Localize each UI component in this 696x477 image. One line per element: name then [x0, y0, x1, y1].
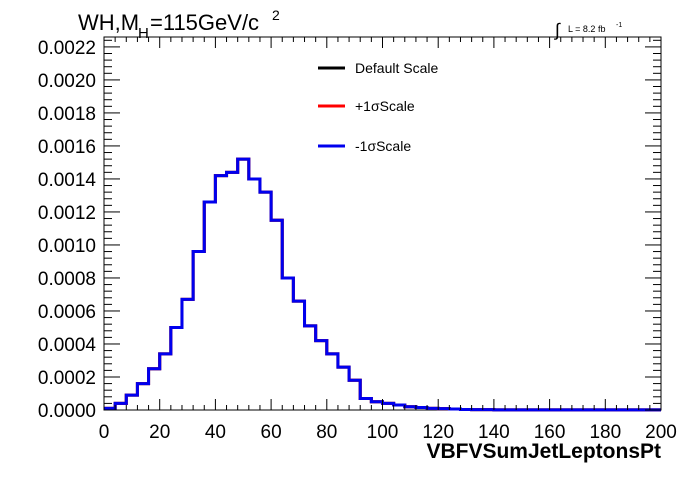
x-tick-label: 120: [422, 422, 454, 443]
legend: Default Scale +1σScale -1σScale: [318, 60, 438, 154]
title-superscript: 2: [272, 7, 280, 23]
plot-frame: [103, 36, 662, 411]
series-line-0: [104, 157, 661, 412]
y-tick-label: 0.0014: [38, 170, 97, 191]
y-tick-label: 0.0018: [38, 104, 96, 125]
x-axis-title: VBFVSumJetLeptonsPt: [426, 440, 661, 463]
y-tick-label: 0.0000: [38, 401, 96, 422]
y-tick-label: 0.0016: [38, 137, 96, 158]
y-tick-label: 0.0020: [38, 71, 96, 92]
y-tick-label: 0.0006: [38, 302, 96, 323]
x-tick-label: 200: [645, 422, 677, 443]
y-tick-label: 0.0010: [38, 236, 96, 257]
y-tick-label: 0.0008: [38, 269, 96, 290]
luminosity-superscript: -1: [616, 22, 622, 29]
y-tick-label: 0.0004: [38, 335, 97, 356]
legend-label: -1σScale: [355, 138, 411, 154]
y-tick-label: 0.0002: [38, 368, 96, 389]
x-tick-label: 60: [261, 422, 282, 443]
x-tick-label: 80: [316, 422, 337, 443]
y-tick-label: 0.0022: [38, 38, 96, 59]
title-rest: =115GeV/c: [150, 10, 259, 35]
luminosity-text: L = 8.2 fb: [568, 24, 605, 34]
x-axis: 0 20 40 60 80 100 120 140 160 180 200: [99, 37, 677, 443]
x-tick-label: 140: [478, 422, 510, 443]
x-tick-label: 40: [205, 422, 226, 443]
series-line-1: [104, 157, 661, 412]
y-axis: 0.0000 0.0002 0.0004 0.0006 0.0008 0.0010 0.00…: [38, 38, 661, 422]
x-tick-label: 0: [99, 422, 110, 443]
luminosity-annotation: ∫ L = 8.2 fb -1: [553, 20, 622, 40]
title-subscript: H: [138, 25, 149, 42]
series-layer: [104, 157, 661, 412]
legend-label: +1σScale: [355, 98, 415, 114]
y-tick-label: 0.0012: [38, 203, 96, 224]
title-main: WH,M: [78, 10, 139, 35]
x-tick-label: 100: [367, 422, 399, 443]
x-tick-label: 180: [589, 422, 621, 443]
chart-title: WH,M H =115GeV/c 2: [78, 7, 280, 42]
x-tick-label: 20: [149, 422, 170, 443]
legend-label: Default Scale: [355, 60, 438, 76]
x-tick-label: 160: [534, 422, 566, 443]
integral-symbol: ∫: [553, 20, 561, 40]
series-line-2: [104, 157, 661, 412]
